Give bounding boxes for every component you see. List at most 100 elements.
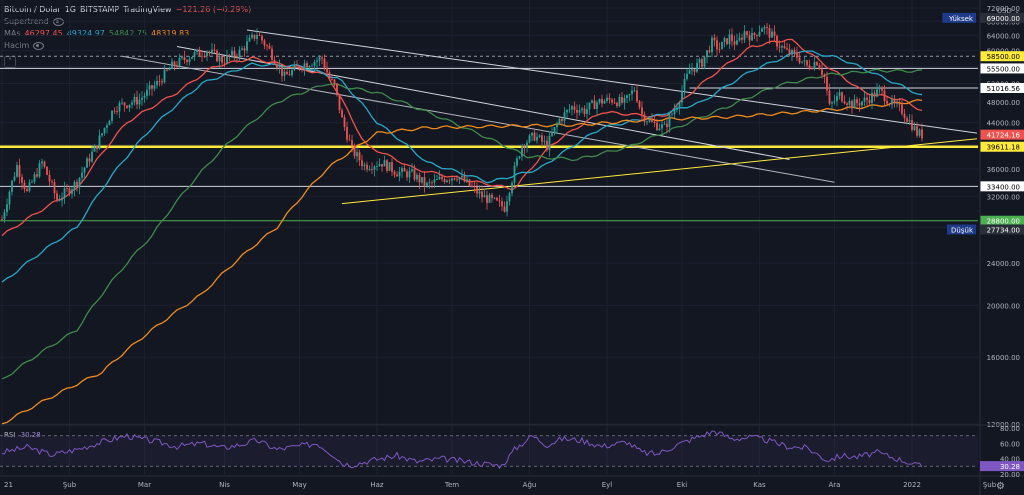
candle-body	[553, 127, 556, 134]
candle-body	[243, 48, 246, 51]
gear-icon[interactable]: ⚙	[996, 481, 1005, 492]
candle-body	[531, 132, 533, 136]
candle-body	[561, 118, 563, 121]
candle-body	[166, 69, 168, 71]
candle-body	[291, 70, 293, 76]
candle-body	[278, 65, 281, 68]
candle-body	[83, 167, 86, 173]
candle-body	[831, 102, 833, 104]
candle-body	[268, 46, 271, 49]
rsi-legend[interactable]: RSI 30.28	[4, 431, 41, 439]
candle-body	[661, 124, 663, 129]
interval-label[interactable]: 1G	[64, 5, 76, 14]
candle-body	[26, 188, 28, 191]
candle-body	[536, 137, 538, 141]
price-tag-label-bg	[942, 12, 976, 23]
candle-body	[376, 166, 378, 167]
candle-body	[428, 182, 431, 184]
candle-body	[106, 125, 108, 128]
candle-body	[338, 93, 341, 111]
candle-body	[88, 158, 91, 162]
candle-body	[888, 103, 891, 105]
candle-body	[411, 169, 413, 172]
candle-body	[191, 57, 193, 59]
candle-body	[276, 64, 278, 68]
rsi-value-tag: 30.28	[1000, 463, 1020, 471]
candle-body	[468, 179, 471, 186]
candle-body	[686, 73, 688, 80]
price-tag: 33400.00	[987, 183, 1020, 191]
candle-body	[226, 54, 228, 63]
indicator-volume[interactable]: Hacim	[4, 40, 251, 52]
candle-body	[836, 95, 838, 102]
candle-body	[691, 69, 693, 71]
collapse-legend-button[interactable]: ˄	[4, 56, 16, 68]
candle-body	[756, 34, 758, 36]
eye-icon[interactable]	[33, 42, 45, 50]
candle-body	[246, 41, 248, 51]
candle-body	[611, 99, 613, 103]
candle-body	[488, 194, 491, 203]
candle-body	[401, 168, 403, 172]
candle-body	[116, 111, 118, 112]
time-axis-label: Haz	[370, 481, 384, 489]
price-tag-label-bg	[947, 224, 976, 235]
candle-body	[48, 174, 51, 182]
candle-body	[583, 108, 586, 114]
candle-body	[838, 92, 841, 96]
candle-body	[93, 145, 96, 152]
price-tag: 69000.00	[987, 15, 1020, 23]
candle-body	[788, 49, 791, 55]
candle-body	[258, 35, 261, 36]
price-tag: 41724.16	[987, 132, 1021, 140]
candle-body	[526, 142, 528, 148]
candle-body	[538, 135, 541, 138]
candle-body	[773, 31, 776, 36]
candle-body	[346, 127, 348, 140]
candle-body	[478, 191, 481, 194]
candle-body	[168, 68, 171, 71]
rsi-tick-label: 60.00	[1000, 440, 1020, 448]
candle-body	[66, 188, 68, 190]
candle-body	[631, 90, 633, 95]
candle-body	[818, 65, 821, 70]
candle-body	[163, 69, 166, 83]
moving-average-line-2	[1, 50, 923, 283]
candle-body	[141, 97, 143, 100]
candle-body	[126, 105, 128, 108]
candle-body	[771, 31, 773, 38]
price-tag-bg	[980, 82, 1024, 93]
candle-body	[8, 191, 11, 205]
candle-body	[911, 120, 913, 131]
candle-body	[681, 90, 683, 103]
candle-body	[223, 62, 226, 64]
candle-body	[626, 95, 628, 99]
candle-body	[683, 79, 686, 91]
candle-body	[533, 132, 536, 141]
candle-body	[343, 117, 346, 128]
candle-body	[413, 169, 416, 180]
candle-body	[636, 90, 638, 102]
price-axis: 72000.0068000.0064000.0060000.0056000.00…	[980, 0, 1024, 495]
candle-body	[761, 28, 763, 32]
candle-body	[706, 50, 708, 58]
candle-body	[398, 171, 401, 177]
candle-body	[823, 74, 826, 77]
candle-body	[856, 99, 858, 104]
candle-body	[821, 69, 823, 75]
indicator-mas[interactable]: MAs 46297.45 49324.97 54842.75 48319.83	[4, 28, 251, 40]
candle-body	[416, 174, 418, 180]
candle-body	[111, 110, 113, 121]
price-tag-bg	[980, 141, 1024, 152]
candle-body	[333, 79, 336, 84]
candle-body	[711, 37, 713, 53]
ma-value-3: 54842.75	[108, 29, 148, 38]
price-axis-bg	[980, 0, 1024, 495]
candle-body	[688, 70, 691, 74]
candle-body	[136, 96, 138, 105]
candle-body	[321, 57, 323, 59]
candle-body	[138, 99, 141, 105]
candle-body	[23, 182, 26, 189]
candle-body	[148, 85, 151, 90]
